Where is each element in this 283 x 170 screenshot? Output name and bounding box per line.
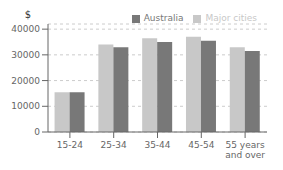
html-text:Australia: Australia: [143, 13, 184, 23]
svg-text:40000: 40000: [11, 24, 40, 34]
svg-text:55 yearsand over: 55 yearsand over: [225, 140, 265, 160]
svg-text:10000: 10000: [11, 101, 40, 111]
svg-text:$: $: [25, 9, 31, 20]
svg-text:35-44: 35-44: [144, 140, 170, 150]
svg-text:25-34: 25-34: [101, 140, 127, 150]
svg-text:0: 0: [34, 127, 40, 137]
svg-text:15-24: 15-24: [57, 140, 83, 150]
html-text:Major cities: Major cities: [205, 13, 257, 23]
svg-text:20000: 20000: [11, 76, 40, 86]
svg-text:30000: 30000: [11, 50, 40, 60]
svg-text:45-54: 45-54: [188, 140, 214, 150]
